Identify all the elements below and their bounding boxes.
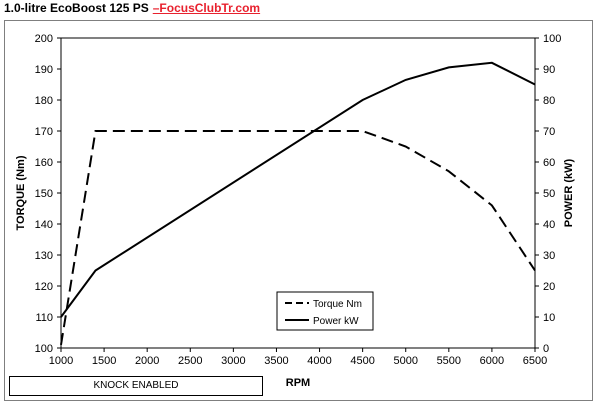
right-tick-label: 0	[543, 343, 549, 355]
x-tick-label: 2500	[178, 355, 202, 367]
left-tick-label: 170	[35, 126, 53, 138]
left-tick-label: 130	[35, 250, 53, 262]
x-axis-ticks: 1000 1500 2000 2500 3000 3500 4000 4500 5000 5500…	[49, 348, 547, 367]
site-link[interactable]: –FocusClubTr.com	[152, 1, 261, 15]
legend-box	[276, 291, 374, 331]
x-tick-label: 5500	[437, 355, 461, 367]
x-tick-label: 4500	[350, 355, 374, 367]
left-axis-ticks: 100 110 120 130 140 150 160 170 180 190 200	[35, 33, 61, 355]
left-axis-title: TORQUE (Nm)	[15, 155, 27, 230]
chart-header: 1.0-litre EcoBoost 125 PS –FocusClubTr.co…	[4, 1, 260, 19]
chart-frame	[4, 20, 593, 401]
right-tick-label: 70	[543, 126, 555, 138]
x-axis-title: RPM	[286, 377, 310, 389]
right-tick-label: 30	[543, 250, 555, 262]
left-tick-label: 200	[35, 33, 53, 45]
x-tick-label: 1000	[49, 355, 73, 367]
right-axis-title: POWER (kW)	[563, 158, 575, 227]
right-tick-label: 20	[543, 281, 555, 293]
knock-status-box: KNOCK ENABLED	[9, 376, 263, 396]
legend-label: Power kW	[313, 316, 359, 327]
x-tick-label: 1500	[92, 355, 116, 367]
legend-label: Torque Nm	[313, 299, 362, 310]
left-tick-label: 150	[35, 188, 53, 200]
right-tick-label: 50	[543, 188, 555, 200]
left-tick-label: 190	[35, 64, 53, 76]
right-tick-label: 90	[543, 64, 555, 76]
x-tick-label: 4000	[307, 355, 331, 367]
right-axis-ticks: 0 10 20 30 40 50 60 70 80 90 100	[535, 33, 561, 355]
left-tick-label: 140	[35, 219, 53, 231]
power-line	[60, 61, 536, 318]
left-tick-label: 110	[35, 312, 53, 324]
left-tick-label: 160	[35, 157, 53, 169]
series-lines	[60, 61, 536, 346]
right-tick-label: 80	[543, 95, 555, 107]
x-tick-label: 6500	[523, 355, 547, 367]
chart-title: 1.0-litre EcoBoost 125 PS	[4, 1, 149, 15]
x-tick-label: 5000	[393, 355, 417, 367]
right-tick-label: 60	[543, 157, 555, 169]
torque-line	[60, 130, 536, 346]
x-tick-label: 2000	[135, 355, 159, 367]
right-tick-label: 40	[543, 219, 555, 231]
left-tick-label: 120	[35, 281, 53, 293]
x-tick-label: 3500	[264, 355, 288, 367]
left-tick-label: 180	[35, 95, 53, 107]
left-tick-label: 100	[35, 343, 53, 355]
right-tick-label: 10	[543, 312, 555, 324]
x-tick-label: 6000	[480, 355, 504, 367]
legend: Torque Nm Power kW	[276, 291, 374, 331]
right-tick-label: 100	[543, 33, 561, 45]
x-tick-label: 3000	[221, 355, 245, 367]
